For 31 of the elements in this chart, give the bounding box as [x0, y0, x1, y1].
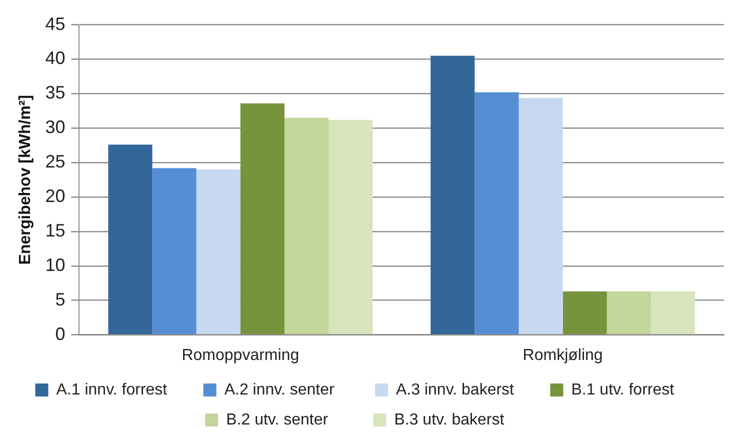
x-tick-label: Romoppvarming: [182, 346, 300, 364]
bar: [430, 56, 475, 334]
bar: [196, 169, 240, 334]
y-tick-label: 30: [45, 117, 66, 138]
legend-label: B.1 utv. forrest: [571, 381, 701, 398]
bar: [152, 168, 196, 334]
bar: [284, 118, 329, 334]
legend-label: B.2 utv. senter: [226, 411, 360, 428]
y-tick-label: 25: [45, 152, 66, 172]
bar: [650, 291, 695, 334]
bar: [240, 103, 284, 334]
y-axis-title: Energibehov [kWh/m²]: [17, 94, 34, 265]
y-tick-label: 0: [55, 324, 66, 344]
bar: [108, 144, 152, 334]
y-tick-label: 35: [45, 82, 66, 103]
bar: [474, 92, 519, 334]
bar: [606, 291, 651, 334]
y-tick-label: 15: [45, 220, 66, 240]
y-tick-label: 45: [45, 14, 66, 34]
y-tick-label: 40: [45, 48, 66, 68]
y-tick-label: 20: [45, 186, 66, 206]
bar: [562, 291, 607, 334]
legend-label: A.3 innv. bakerst: [396, 381, 536, 398]
y-tick-label: 5: [55, 289, 66, 310]
bar: [328, 120, 373, 334]
bar: [518, 98, 563, 334]
legend-label: A.1 innv. forrest: [56, 381, 190, 398]
y-tick-label: 10: [45, 254, 66, 275]
legend-label: B.3 utv. bakerst: [394, 411, 531, 428]
x-tick-label: Romkjøling: [522, 346, 603, 364]
legend-label: A.2 innv. senter: [224, 381, 362, 398]
